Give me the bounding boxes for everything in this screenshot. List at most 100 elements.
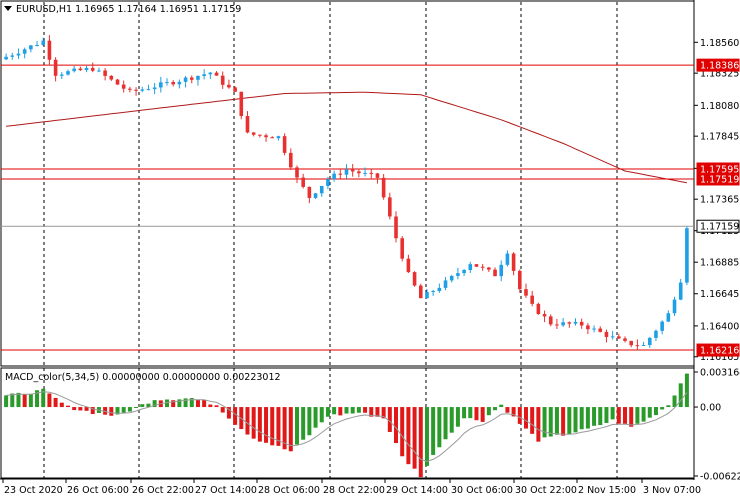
candle[interactable] bbox=[412, 271, 417, 287]
candle[interactable] bbox=[103, 68, 107, 81]
candle[interactable] bbox=[517, 269, 522, 293]
candle[interactable] bbox=[128, 86, 132, 93]
candle[interactable] bbox=[313, 192, 318, 200]
candle[interactable] bbox=[530, 290, 534, 307]
candle[interactable] bbox=[604, 329, 609, 343]
candle[interactable] bbox=[227, 79, 231, 89]
candle[interactable] bbox=[524, 283, 528, 298]
candle[interactable] bbox=[22, 47, 27, 59]
candle[interactable] bbox=[388, 192, 392, 220]
candle[interactable] bbox=[586, 323, 590, 335]
candle[interactable] bbox=[579, 318, 584, 329]
candle[interactable] bbox=[288, 148, 293, 171]
candle[interactable] bbox=[177, 79, 182, 89]
candle[interactable] bbox=[78, 66, 83, 71]
candle[interactable] bbox=[654, 329, 658, 341]
candle[interactable] bbox=[555, 319, 559, 329]
candle[interactable] bbox=[431, 289, 435, 296]
candle[interactable] bbox=[592, 325, 596, 333]
candle[interactable] bbox=[264, 133, 268, 142]
candle[interactable] bbox=[53, 57, 58, 82]
candle[interactable] bbox=[617, 333, 621, 339]
candle[interactable] bbox=[59, 72, 64, 80]
candle[interactable] bbox=[251, 132, 256, 137]
candle[interactable] bbox=[239, 91, 244, 120]
candle[interactable] bbox=[598, 326, 603, 333]
candle[interactable] bbox=[208, 71, 213, 79]
candle[interactable] bbox=[480, 264, 485, 271]
candle[interactable] bbox=[567, 321, 572, 328]
candle[interactable] bbox=[685, 226, 689, 286]
candle[interactable] bbox=[394, 211, 398, 243]
candle[interactable] bbox=[456, 267, 460, 280]
candle[interactable] bbox=[66, 69, 70, 76]
candle[interactable] bbox=[344, 164, 349, 179]
candlestick-series[interactable] bbox=[4, 35, 689, 351]
candle[interactable] bbox=[245, 111, 250, 134]
candle[interactable] bbox=[462, 269, 466, 277]
candle[interactable] bbox=[165, 78, 169, 86]
candle[interactable] bbox=[443, 276, 448, 291]
candle[interactable] bbox=[171, 80, 176, 87]
candle[interactable] bbox=[214, 71, 219, 76]
candle[interactable] bbox=[258, 134, 262, 138]
candle[interactable] bbox=[449, 274, 454, 283]
candle[interactable] bbox=[357, 168, 361, 178]
candle[interactable] bbox=[121, 80, 126, 93]
candle[interactable] bbox=[381, 173, 386, 200]
candle[interactable] bbox=[4, 53, 8, 61]
candle[interactable] bbox=[115, 79, 120, 85]
candle[interactable] bbox=[660, 320, 664, 335]
candle[interactable] bbox=[35, 41, 39, 47]
candle[interactable] bbox=[16, 48, 21, 59]
candle[interactable] bbox=[468, 261, 473, 273]
candle[interactable] bbox=[233, 86, 237, 92]
candle[interactable] bbox=[295, 165, 299, 184]
candle[interactable] bbox=[418, 283, 423, 299]
candle[interactable] bbox=[629, 340, 634, 348]
candle[interactable] bbox=[202, 69, 206, 80]
horizontal-lines[interactable] bbox=[1, 64, 694, 351]
candle[interactable] bbox=[672, 296, 677, 316]
candle[interactable] bbox=[140, 86, 145, 93]
candle[interactable] bbox=[29, 44, 33, 53]
candle[interactable] bbox=[536, 302, 541, 315]
candle[interactable] bbox=[270, 136, 275, 139]
candle[interactable] bbox=[641, 341, 646, 346]
candle[interactable] bbox=[146, 84, 151, 91]
candle[interactable] bbox=[678, 278, 683, 301]
candle[interactable] bbox=[183, 75, 188, 88]
candle[interactable] bbox=[152, 82, 157, 95]
candle[interactable] bbox=[474, 264, 479, 268]
candle[interactable] bbox=[666, 310, 671, 323]
candle[interactable] bbox=[319, 185, 324, 197]
candle[interactable] bbox=[610, 330, 615, 340]
candle[interactable] bbox=[84, 65, 89, 73]
candle[interactable] bbox=[338, 168, 343, 179]
candle[interactable] bbox=[109, 75, 114, 81]
candle[interactable] bbox=[369, 169, 374, 179]
candle[interactable] bbox=[350, 163, 355, 177]
candle[interactable] bbox=[97, 67, 101, 73]
candle[interactable] bbox=[220, 71, 225, 89]
candle[interactable] bbox=[505, 250, 510, 267]
candle[interactable] bbox=[493, 267, 497, 277]
candle[interactable] bbox=[573, 318, 578, 326]
candle[interactable] bbox=[647, 336, 652, 348]
candle[interactable] bbox=[307, 186, 312, 204]
candle[interactable] bbox=[41, 37, 46, 47]
chart-menu-triangle-icon[interactable] bbox=[4, 6, 12, 11]
candle[interactable] bbox=[10, 52, 15, 60]
candle[interactable] bbox=[196, 75, 200, 86]
candle[interactable] bbox=[511, 252, 516, 276]
candle[interactable] bbox=[400, 236, 405, 262]
candle[interactable] bbox=[363, 167, 367, 177]
candle[interactable] bbox=[47, 35, 52, 66]
candle[interactable] bbox=[375, 172, 380, 184]
candle[interactable] bbox=[332, 170, 336, 182]
indicator-axis[interactable]: 0.0031648 0.00 -0.0062248 bbox=[694, 368, 740, 483]
time-axis[interactable]: 23 Oct 2020 26 Oct 06:00 26 Oct 22:00 27 Oc… bbox=[2, 479, 701, 496]
candle[interactable] bbox=[561, 318, 565, 327]
